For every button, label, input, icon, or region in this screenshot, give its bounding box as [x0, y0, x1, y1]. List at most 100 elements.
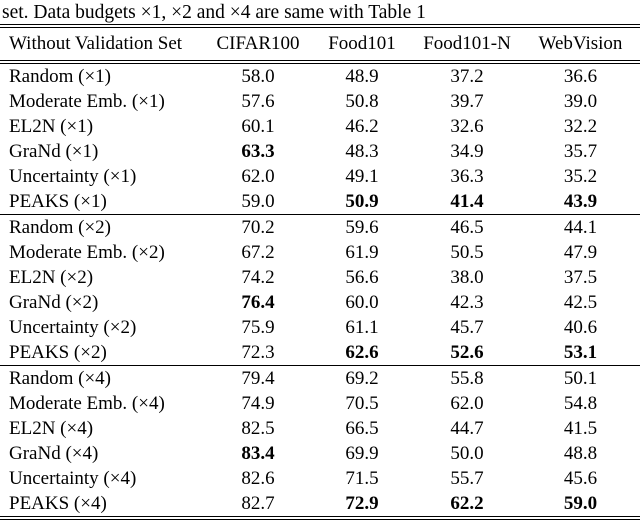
value-cell: 55.7	[450, 467, 484, 489]
value-cell: 58.0	[241, 65, 275, 87]
value-cell: 48.3	[345, 140, 379, 162]
method-label: Random (×4)	[9, 367, 112, 389]
value-cell: 37.2	[450, 65, 484, 87]
method-label: Moderate Emb. (×2)	[9, 241, 165, 263]
table-row: EL2N (×1) 60.1 46.2 32.6 32.2	[0, 114, 640, 139]
value-cell: 61.9	[345, 241, 379, 263]
value-cell: 70.2	[241, 216, 275, 238]
value-cell: 72.3	[241, 341, 275, 363]
value-cell: 55.8	[450, 367, 484, 389]
value-cell: 74.2	[241, 266, 275, 288]
value-cell: 48.8	[563, 442, 598, 464]
value-cell: 50.1	[563, 367, 598, 389]
table-row: Random (×1) 58.0 48.9 37.2 36.6	[0, 62, 640, 89]
value-cell: 32.2	[563, 115, 598, 137]
value-cell: 37.5	[563, 266, 598, 288]
header-cifar100: CIFAR100	[216, 33, 300, 54]
method-label: GraNd (×2)	[9, 291, 99, 313]
table-row: Moderate Emb. (×1) 57.6 50.8 39.7 39.0	[0, 89, 640, 114]
value-cell: 42.3	[450, 291, 484, 313]
value-cell: 74.9	[241, 392, 275, 414]
value-cell: 45.6	[563, 467, 598, 489]
value-cell: 42.5	[563, 291, 598, 313]
method-label: GraNd (×1)	[9, 140, 99, 162]
value-cell: 75.9	[241, 316, 275, 338]
value-cell: 54.8	[563, 392, 598, 414]
value-cell: 36.3	[450, 165, 484, 187]
header-method-column: Without Validation Set	[9, 33, 183, 54]
header-row: Without Validation Set CIFAR100 Food101 …	[0, 26, 640, 62]
value-cell: 47.9	[563, 241, 598, 263]
value-cell: 39.7	[450, 90, 484, 112]
results-table: Without Validation Set CIFAR100 Food101 …	[0, 24, 640, 520]
value-cell: 43.9	[563, 190, 598, 212]
value-cell: 61.1	[345, 316, 379, 338]
method-label: GraNd (×4)	[9, 442, 99, 464]
value-cell: 71.5	[345, 467, 379, 489]
header-food101: Food101	[328, 33, 396, 54]
value-cell: 69.9	[345, 442, 379, 464]
table-row: Random (×4) 79.4 69.2 55.8 50.1	[0, 366, 640, 392]
table-row: PEAKS (×2) 72.3 62.6 52.6 53.1	[0, 340, 640, 366]
method-label: EL2N (×2)	[9, 266, 94, 288]
value-cell: 34.9	[450, 140, 484, 162]
value-cell: 76.4	[241, 291, 275, 313]
header-food101n: Food101-N	[423, 33, 511, 54]
value-cell: 83.4	[241, 442, 275, 464]
table-row: EL2N (×4) 82.5 66.5 44.7 41.5	[0, 416, 640, 441]
method-label: Random (×2)	[9, 216, 112, 238]
method-label: EL2N (×1)	[9, 115, 94, 137]
value-cell: 82.6	[241, 467, 275, 489]
value-cell: 62.6	[345, 341, 379, 363]
value-cell: 50.0	[450, 442, 484, 464]
method-label: PEAKS (×2)	[9, 341, 107, 363]
table-row: Random (×2) 70.2 59.6 46.5 44.1	[0, 215, 640, 241]
budget-group-x4: Random (×4) 79.4 69.2 55.8 50.1 Moderate…	[0, 365, 640, 519]
value-cell: 41.4	[450, 190, 484, 212]
value-cell: 52.6	[450, 341, 484, 363]
value-cell: 35.2	[563, 165, 598, 187]
method-label: EL2N (×4)	[9, 417, 94, 439]
value-cell: 66.5	[345, 417, 379, 439]
method-label: Uncertainty (×2)	[9, 316, 137, 338]
method-label: Uncertainty (×1)	[9, 165, 137, 187]
value-cell: 56.6	[345, 266, 379, 288]
budget-group-x2: Random (×2) 70.2 59.6 46.5 44.1 Moderate…	[0, 214, 640, 366]
value-cell: 59.0	[563, 492, 598, 514]
table-caption: set. Data budgets ×1, ×2 and ×4 are same…	[2, 2, 426, 23]
method-label: Random (×1)	[9, 65, 112, 87]
value-cell: 69.2	[345, 367, 379, 389]
budget-group-x1: Random (×1) 58.0 48.9 37.2 36.6 Moderate…	[0, 62, 640, 215]
value-cell: 32.6	[450, 115, 484, 137]
table-row: GraNd (×4) 83.4 69.9 50.0 48.8	[0, 441, 640, 466]
value-cell: 60.1	[241, 115, 275, 137]
value-cell: 62.2	[450, 492, 484, 514]
method-label: Uncertainty (×4)	[9, 467, 137, 489]
value-cell: 63.3	[241, 140, 275, 162]
value-cell: 79.4	[241, 367, 275, 389]
value-cell: 48.9	[345, 65, 379, 87]
table-row: PEAKS (×4) 82.7 72.9 62.2 59.0	[0, 491, 640, 518]
method-label: Moderate Emb. (×4)	[9, 392, 165, 414]
value-cell: 59.0	[241, 190, 275, 212]
value-cell: 50.5	[450, 241, 484, 263]
value-cell: 53.1	[563, 341, 598, 363]
value-cell: 38.0	[450, 266, 484, 288]
value-cell: 35.7	[563, 140, 598, 162]
value-cell: 62.0	[241, 165, 275, 187]
table-row: Uncertainty (×4) 82.6 71.5 55.7 45.6	[0, 466, 640, 491]
value-cell: 72.9	[345, 492, 379, 514]
value-cell: 82.7	[241, 492, 275, 514]
header-webvision: WebVision	[538, 33, 623, 54]
value-cell: 60.0	[345, 291, 379, 313]
method-label: Moderate Emb. (×1)	[9, 90, 165, 112]
table-row: Moderate Emb. (×2) 67.2 61.9 50.5 47.9	[0, 240, 640, 265]
method-label: PEAKS (×1)	[9, 190, 107, 212]
value-cell: 39.0	[563, 90, 598, 112]
table-row: PEAKS (×1) 59.0 50.9 41.4 43.9	[0, 189, 640, 215]
value-cell: 45.7	[450, 316, 484, 338]
value-cell: 59.6	[345, 216, 379, 238]
value-cell: 50.9	[345, 190, 379, 212]
value-cell: 40.6	[563, 316, 598, 338]
table-row: GraNd (×1) 63.3 48.3 34.9 35.7	[0, 139, 640, 164]
